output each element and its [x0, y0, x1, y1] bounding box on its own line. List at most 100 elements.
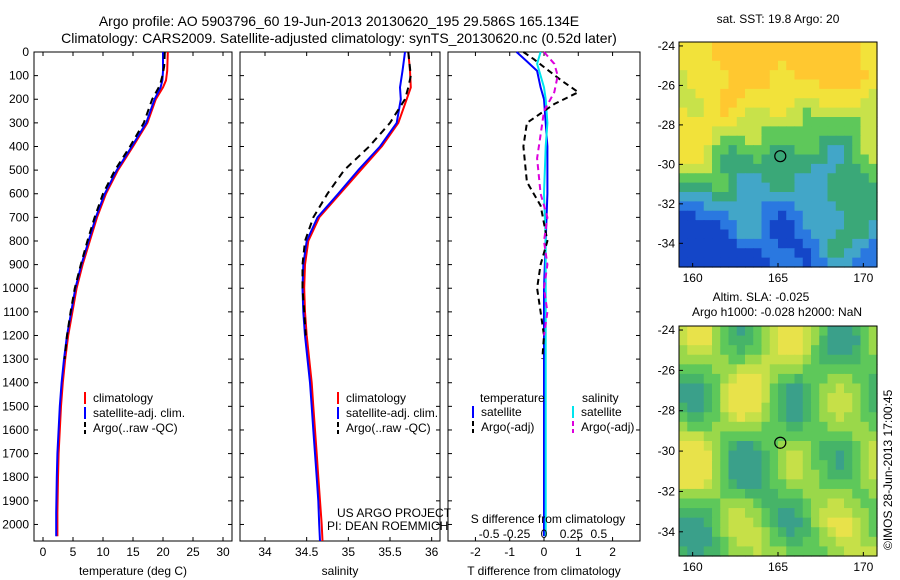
map-cell	[786, 201, 796, 212]
map-cell	[712, 373, 721, 385]
map-cell	[703, 412, 713, 423]
x-tick-label: 0	[541, 545, 548, 559]
map-cell	[736, 42, 746, 52]
map-cell	[819, 88, 829, 99]
map-cell	[745, 354, 754, 365]
map-cell	[819, 220, 829, 231]
map-cell	[769, 469, 779, 480]
map-cell	[868, 508, 878, 519]
map-cell	[720, 364, 730, 375]
map-cell	[753, 126, 763, 137]
map-cell	[761, 88, 771, 99]
map-cell	[769, 182, 779, 193]
map-cell	[769, 79, 779, 90]
map-cell	[679, 182, 688, 193]
map-cell	[860, 135, 870, 146]
map-cell	[794, 70, 804, 81]
map-cell	[860, 421, 870, 433]
map-cell	[695, 460, 705, 471]
map-cell	[844, 441, 853, 452]
map-cell	[695, 107, 705, 118]
map-cell	[794, 546, 804, 557]
legend-header-temperature: temperature	[480, 391, 545, 405]
map-cell	[679, 238, 688, 249]
map-cell	[769, 479, 779, 490]
map-cell	[860, 479, 870, 490]
map-x-tick-label: 160	[683, 560, 703, 574]
map-cell	[679, 508, 688, 519]
map-cell	[811, 373, 820, 385]
map-cell	[687, 238, 697, 249]
map-cell	[835, 238, 845, 249]
map-cell	[852, 42, 862, 52]
map-cell	[761, 154, 771, 165]
salinity-panel: 34 34.5 35 35.5 36 salinity climatologysatelli…	[239, 51, 441, 578]
map-cell	[728, 508, 738, 519]
map-cell	[827, 527, 837, 538]
map-cell	[778, 51, 787, 62]
map-cell	[728, 70, 738, 81]
map-cell	[868, 460, 878, 471]
map-cell	[736, 117, 746, 127]
map-cell	[695, 450, 705, 461]
figure-title-line2: Climatology: CARS2009. Satellite-adjuste…	[61, 30, 617, 46]
map-cell	[852, 326, 862, 337]
map-cell	[695, 364, 705, 375]
map-cell	[844, 393, 853, 404]
x-tick-label: 35	[342, 545, 356, 559]
map-cell	[736, 60, 746, 71]
map-cell	[778, 383, 787, 394]
map-cell	[852, 373, 862, 385]
map-cell	[860, 326, 870, 337]
map-cell	[753, 412, 763, 423]
map-cell	[852, 201, 862, 212]
map-cell	[712, 163, 721, 174]
map-cell	[827, 154, 837, 165]
map-cell	[811, 229, 820, 240]
map-cell	[868, 145, 878, 156]
map-cell	[852, 479, 862, 490]
map-cell	[720, 488, 730, 500]
map-cell	[695, 402, 705, 413]
map-cell	[860, 192, 870, 202]
map-y-tick-label: -30	[658, 157, 676, 171]
depth-tick-label: 300	[9, 116, 29, 130]
map-cell	[819, 163, 829, 174]
map-cell	[852, 354, 862, 365]
map-cell	[695, 546, 705, 557]
map-cell	[778, 210, 787, 221]
map-cell	[794, 42, 804, 52]
map-cell	[827, 373, 837, 385]
map-cell	[794, 229, 804, 240]
map-cell	[827, 126, 837, 137]
map-cell	[778, 117, 787, 127]
map-cell	[778, 412, 787, 423]
map-cell	[761, 421, 771, 433]
map-cell	[712, 402, 721, 413]
map-cell	[679, 402, 688, 413]
map-cell	[703, 70, 713, 81]
map-cell	[827, 383, 837, 394]
map-cell	[835, 107, 845, 118]
map-cell	[819, 126, 829, 137]
map-cell	[728, 450, 738, 461]
map-cell	[736, 354, 746, 365]
map-cell	[769, 508, 779, 519]
map-cell	[687, 107, 697, 118]
map-cell	[753, 51, 763, 62]
map-cell	[761, 248, 771, 259]
map-cell	[736, 517, 746, 528]
temperature-profile-frame	[33, 51, 233, 542]
map-cell	[695, 326, 705, 337]
map-cell	[687, 220, 697, 231]
map-cell	[860, 220, 870, 231]
map-cell	[695, 498, 705, 509]
map-cell	[712, 326, 721, 337]
map-cell	[745, 70, 754, 81]
map-cell	[835, 441, 845, 452]
map-cell	[852, 364, 862, 375]
map-cell	[753, 431, 763, 442]
map-cell	[852, 173, 862, 184]
map-cell	[860, 364, 870, 375]
x-tick-label: 20	[156, 545, 170, 559]
